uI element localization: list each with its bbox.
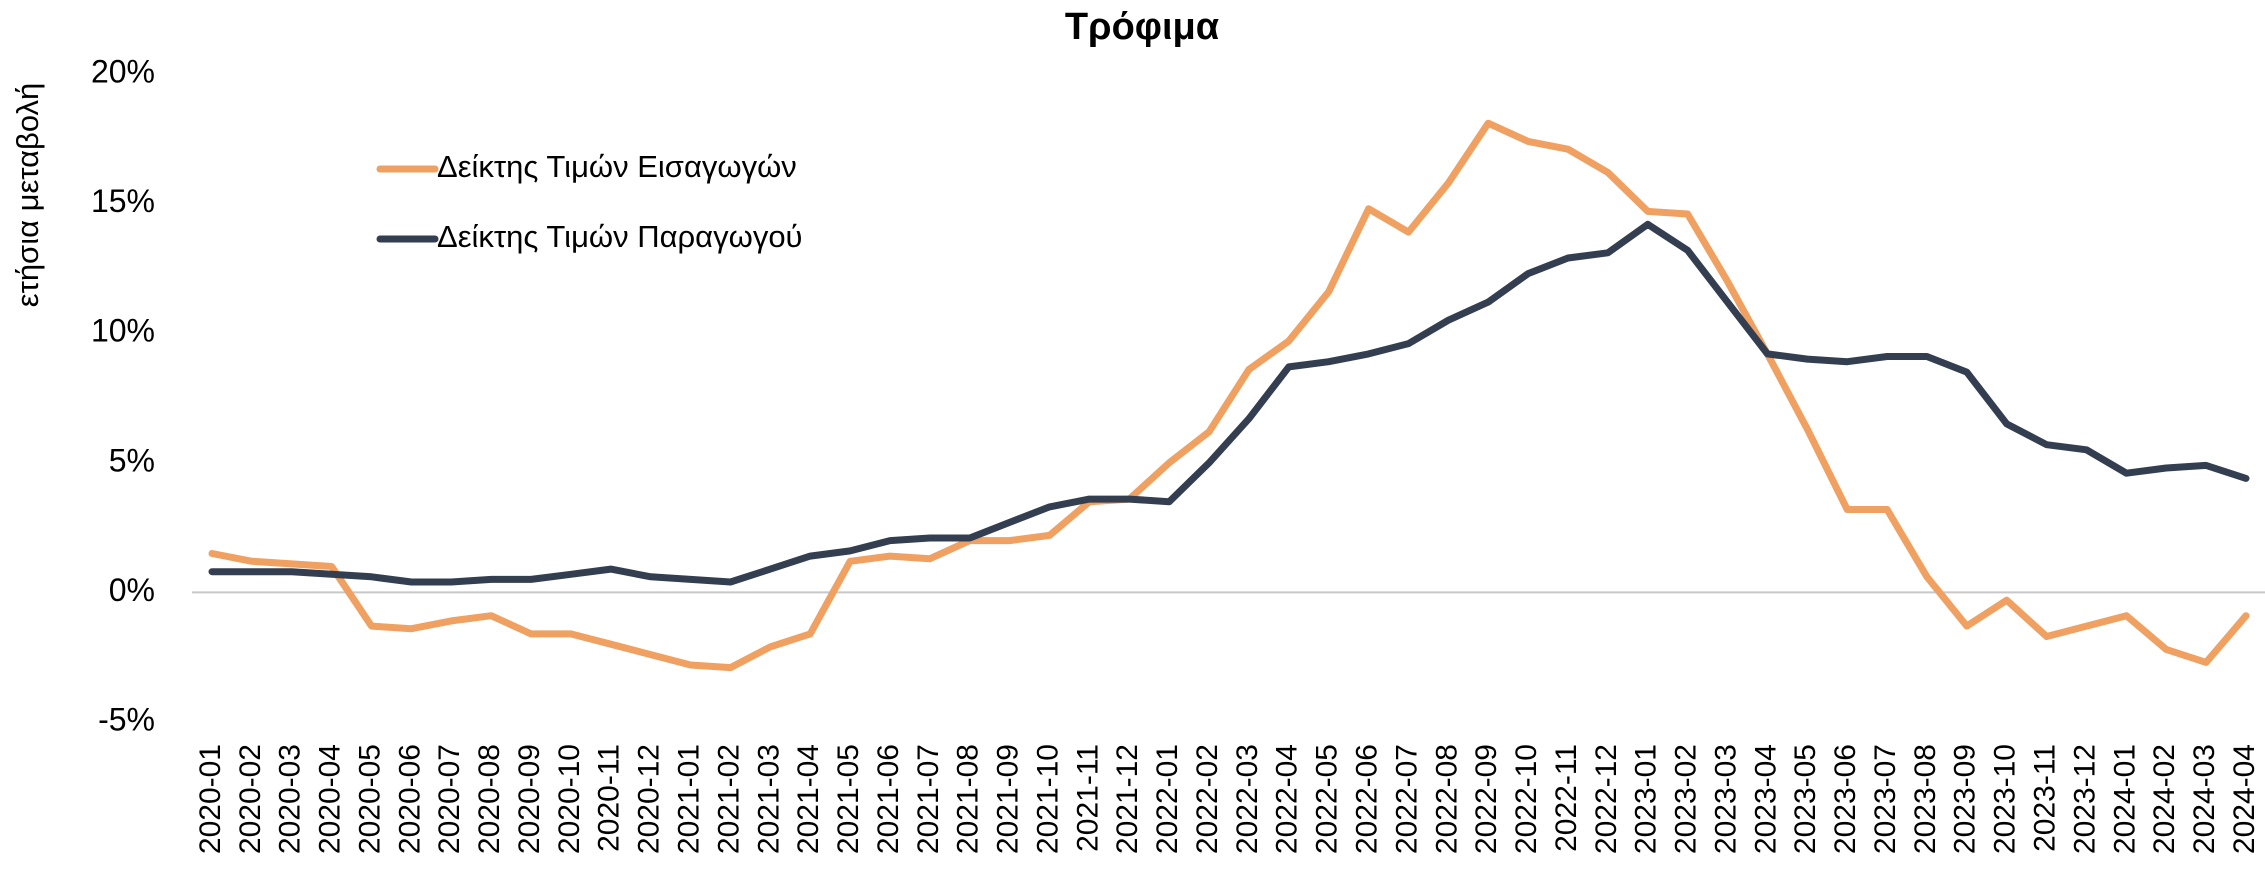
x-tick-label: 2022-10 bbox=[1510, 744, 1543, 854]
series-line bbox=[208, 220, 2250, 586]
x-tick-label: 2023-11 bbox=[2029, 744, 2062, 852]
x-tick-label: 2020-12 bbox=[633, 744, 666, 854]
x-tick-label: 2023-12 bbox=[2068, 744, 2101, 854]
x-tick-label: 2022-05 bbox=[1311, 744, 1344, 854]
x-tick-label: 2021-10 bbox=[1031, 744, 1064, 854]
x-tick-label: 2020-07 bbox=[433, 744, 466, 854]
x-tick-label: 2021-06 bbox=[872, 744, 905, 854]
x-tick-label: 2022-06 bbox=[1351, 744, 1384, 854]
y-tick-label: 0% bbox=[109, 572, 155, 608]
y-axis-title: ετήσια μεταβολή bbox=[10, 83, 45, 308]
y-tick-label: 20% bbox=[91, 53, 155, 89]
x-tick-label: 2020-05 bbox=[353, 744, 386, 854]
x-tick-label: 2023-04 bbox=[1749, 744, 1782, 854]
x-tick-label: 2023-05 bbox=[1789, 744, 1822, 854]
x-tick-label: 2020-10 bbox=[553, 744, 586, 854]
x-tick-label: 2023-07 bbox=[1869, 744, 1902, 854]
x-tick-label: 2023-02 bbox=[1670, 744, 1703, 854]
x-tick-label: 2020-08 bbox=[473, 744, 506, 854]
x-tick-label: 2021-12 bbox=[1111, 744, 1144, 854]
x-tick-label: 2023-06 bbox=[1829, 744, 1862, 854]
x-tick-label: 2022-04 bbox=[1271, 744, 1304, 854]
x-tick-label: 2024-02 bbox=[2148, 744, 2181, 854]
x-tick-label: 2020-06 bbox=[393, 744, 426, 854]
x-tick-label: 2021-11 bbox=[1071, 744, 1104, 852]
x-tick-label: 2022-11 bbox=[1550, 744, 1583, 852]
x-tick-label: 2020-11 bbox=[593, 744, 626, 852]
x-tick-label: 2021-09 bbox=[992, 744, 1025, 854]
series-line bbox=[208, 119, 2250, 672]
x-tick-label: 2023-09 bbox=[1949, 744, 1982, 854]
y-tick-label: -5% bbox=[98, 701, 155, 737]
x-tick-label: 2022-12 bbox=[1590, 744, 1623, 854]
x-tick-label: 2024-04 bbox=[2228, 744, 2261, 854]
x-tick-label: 2021-04 bbox=[792, 744, 825, 854]
x-tick-label: 2021-07 bbox=[912, 744, 945, 854]
x-tick-label: 2023-10 bbox=[1989, 744, 2022, 854]
x-tick-label: 2022-01 bbox=[1151, 744, 1184, 854]
x-tick-label: 2022-02 bbox=[1191, 744, 1224, 854]
y-tick-label: 5% bbox=[109, 442, 155, 478]
x-tick-label: 2020-04 bbox=[314, 744, 347, 854]
x-tick-label: 2020-01 bbox=[194, 744, 227, 854]
x-tick-label: 2021-05 bbox=[832, 744, 865, 854]
y-tick-label: 15% bbox=[91, 183, 155, 219]
x-tick-label: 2020-03 bbox=[274, 744, 307, 854]
legend-label: Δείκτης Τιμών Παραγωγού bbox=[437, 219, 803, 254]
x-tick-label: 2023-01 bbox=[1630, 744, 1663, 854]
x-tick-label: 2022-03 bbox=[1231, 744, 1264, 854]
chart-title: Τρόφιμα bbox=[1065, 6, 1219, 48]
x-tick-label: 2021-01 bbox=[673, 744, 706, 854]
x-tick-label: 2024-01 bbox=[2108, 744, 2141, 854]
x-tick-label: 2021-02 bbox=[712, 744, 745, 854]
x-tick-label: 2021-08 bbox=[952, 744, 985, 854]
x-tick-label: 2022-08 bbox=[1430, 744, 1463, 854]
x-tick-label: 2021-03 bbox=[752, 744, 785, 854]
x-tick-label: 2020-02 bbox=[234, 744, 267, 854]
x-tick-label: 2023-08 bbox=[1909, 744, 1942, 854]
x-tick-label: 2024-03 bbox=[2188, 744, 2221, 854]
x-tick-label: 2022-09 bbox=[1470, 744, 1503, 854]
x-tick-label: 2020-09 bbox=[513, 744, 546, 854]
x-tick-label: 2022-07 bbox=[1390, 744, 1423, 854]
legend-label: Δείκτης Τιμών Εισαγωγών bbox=[437, 149, 797, 184]
x-tick-label: 2023-03 bbox=[1709, 744, 1742, 854]
y-tick-label: 10% bbox=[91, 313, 155, 349]
